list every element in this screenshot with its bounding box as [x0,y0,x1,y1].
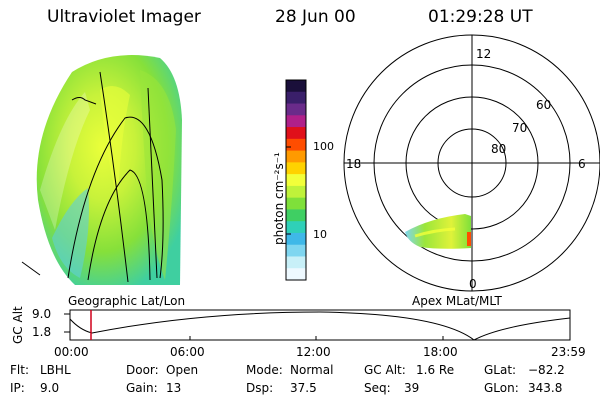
mlt-6-label: 6 [578,157,586,171]
alt-xtick-2359: 23:59 [551,345,586,359]
colorbar-cell [286,174,306,187]
gain-value: 13 [166,381,182,395]
colorbar-cell [286,244,306,258]
lat-60-label: 60 [536,98,552,112]
time-label: 01:29:28 UT [428,7,533,27]
flt-label: Flt: [10,363,29,377]
mlt-18-label: 18 [346,157,362,171]
alt-plot-ylabel: GC Alt [11,306,25,344]
mode-label: Mode: [246,363,283,377]
colorbar-tick-10: 10 [313,228,327,241]
colorbar-cell [286,232,306,246]
alt-xtick-0000: 00:00 [54,345,89,359]
colorbar-cell [286,197,306,211]
colorbar-cell [286,162,306,175]
geographic-image [21,55,182,285]
colorbar-cell [286,138,306,152]
colorbar-cell [286,268,306,281]
instrument-title: Ultraviolet Imager [47,7,201,27]
glon-label: GLon: [484,381,519,395]
alt-xtick-1800: 18:00 [423,345,458,359]
glat-label: GLat: [484,363,517,377]
colorbar-cell [286,150,306,163]
dsp-label: Dsp: [246,381,274,395]
glat-value: −82.2 [528,363,565,377]
gain-label: Gain: [126,381,158,395]
mode-value: Normal [290,363,334,377]
date-label: 28 Jun 00 [275,7,356,27]
door-label: Door: [126,363,159,377]
colorbar-unit-label: photon cm⁻²s⁻¹ [272,152,286,245]
colorbar-cell [286,127,306,140]
colorbar-cell [286,91,306,105]
ip-value: 9.0 [40,381,60,395]
colorbar-cell [286,185,306,199]
lat-70-label: 70 [512,121,528,135]
alt-xtick-0600: 06:00 [170,345,205,359]
left-panel-caption: Geographic Lat/Lon [68,294,186,308]
alt-ytick-9: 9.0 [32,307,52,321]
ip-label: IP: [10,381,25,395]
flt-value: LBHL [40,363,71,377]
glon-value: 343.8 [528,381,563,395]
colorbar-cell [286,80,306,93]
dsp-value: 37.5 [290,381,317,395]
seq-value: 39 [404,381,420,395]
altitude-plot [64,309,571,341]
right-panel-caption: Apex MLat/MLT [412,294,502,308]
colorbar-cell [286,103,306,116]
colorbar [285,79,307,281]
gcalt-value: 1.6 Re [416,363,455,377]
altitude-curve [69,311,571,341]
alt-ytick-1-8: 1.8 [32,325,52,339]
door-value: Open [166,363,199,377]
colorbar-tick-100: 100 [313,140,334,153]
colorbar-cell [286,256,306,269]
mlt-0-label: 0 [469,277,477,291]
gcalt-label: GC Alt: [364,363,406,377]
colorbar-cell [286,221,306,234]
seq-label: Seq: [364,381,391,395]
intensity-peak [467,232,471,246]
alt-xtick-1200: 12:00 [296,345,331,359]
colorbar-cell [286,209,306,222]
colorbar-cell [286,115,306,128]
mlt-12-label: 12 [476,47,492,61]
polar-plot [343,34,600,292]
lat-80-label: 80 [491,142,507,156]
